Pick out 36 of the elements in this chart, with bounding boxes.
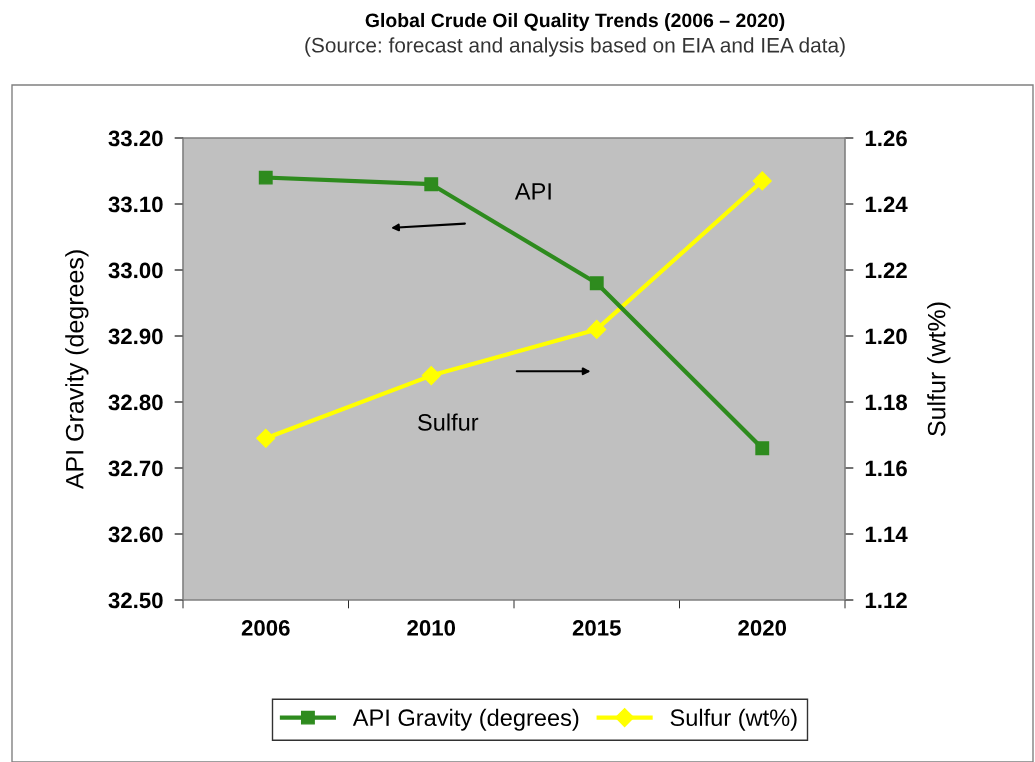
y2-tick-label: 1.22 [865, 262, 907, 279]
y-tick-label: 32.60 [108, 526, 163, 543]
y2-tick-label: 1.24 [865, 196, 908, 213]
point [258, 170, 273, 185]
y2-tick-label: 1.18 [865, 394, 908, 411]
point [752, 171, 772, 191]
legend-label: API Gravity (degrees) [352, 708, 579, 731]
legend-label: Sulfur (wt%) [670, 708, 797, 731]
y-tick-label: 33.10 [108, 196, 163, 213]
point [589, 276, 604, 291]
y-tick-label: 33.20 [108, 130, 163, 147]
point [256, 428, 276, 448]
point [421, 366, 441, 386]
y2-tick-label: 1.12 [865, 592, 907, 609]
y-tick-label: 32.80 [108, 394, 163, 411]
annotation: API [514, 183, 551, 200]
y2-tick-label: 1.14 [865, 526, 908, 543]
x-tick-label: 2006 [241, 620, 290, 636]
x-tick-label: 2020 [738, 620, 787, 636]
point [755, 441, 770, 456]
chart-subtitle: (Source: forecast and analysis based on EIA and IEA data) [305, 37, 845, 57]
y2-tick-label: 1.16 [865, 460, 907, 477]
y-tick-label: 32.70 [108, 460, 163, 477]
y2-tick-label: 1.26 [865, 130, 907, 147]
annotation: Sulfur [418, 413, 479, 431]
x-tick-label: 2010 [407, 620, 456, 636]
y2-tick-label: 1.20 [865, 328, 907, 345]
y2-axis-title: Sulfur (wt%) [927, 302, 951, 436]
chart-title: Global Crude Oil Quality Trends (2006 – 2020) [365, 12, 785, 32]
y-tick-label: 32.90 [108, 328, 163, 345]
y-tick-label: 32.50 [108, 592, 163, 609]
point [424, 177, 439, 192]
y-tick-label: 33.00 [108, 262, 163, 279]
x-tick-label: 2015 [572, 620, 621, 636]
y-axis-title: API Gravity (degrees) [65, 250, 89, 490]
point [587, 319, 607, 339]
